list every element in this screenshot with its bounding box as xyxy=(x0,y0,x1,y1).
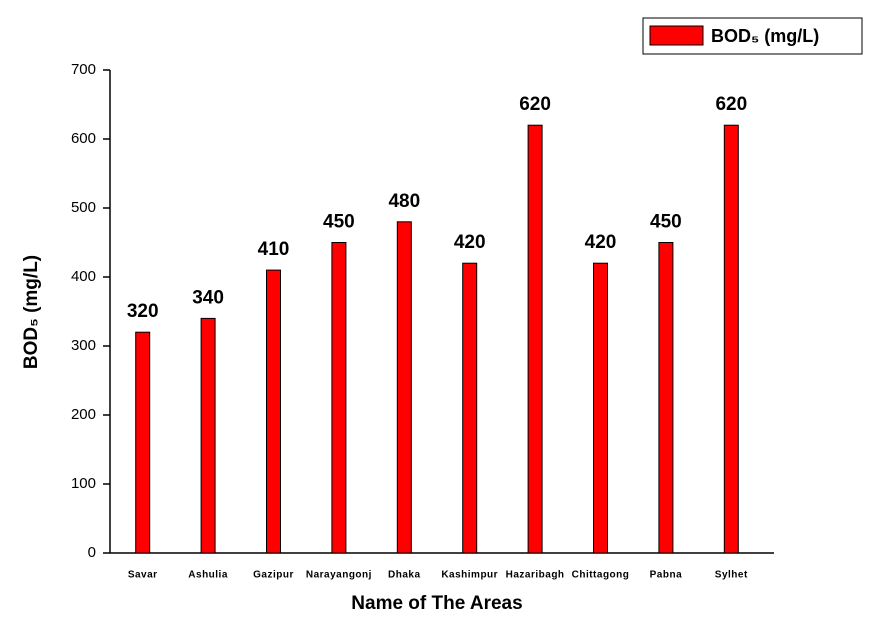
data-label: 420 xyxy=(585,232,617,253)
bar xyxy=(658,242,674,554)
x-tick-label: Sylhet xyxy=(715,570,748,581)
data-label: 480 xyxy=(388,191,420,212)
x-tick-label: Kashimpur xyxy=(441,570,498,581)
y-tick-label: 100 xyxy=(71,475,96,492)
bar xyxy=(396,221,412,554)
x-tick-label: Narayangonj xyxy=(306,570,372,581)
y-axis-title: BOD₅ (mg/L) xyxy=(21,255,42,369)
bar xyxy=(723,124,739,554)
data-label: 410 xyxy=(258,239,290,260)
legend-swatch xyxy=(649,25,704,46)
data-label: 320 xyxy=(127,301,159,322)
bar xyxy=(200,317,216,554)
bar xyxy=(593,262,608,554)
bar xyxy=(331,242,347,554)
y-tick-label: 0 xyxy=(88,544,96,561)
bar xyxy=(527,124,543,554)
x-axis-title: Name of The Areas xyxy=(351,593,522,614)
x-tick-label: Savar xyxy=(128,570,158,581)
y-tick-label: 600 xyxy=(71,130,96,147)
x-tick-label: Ashulia xyxy=(188,570,228,581)
data-label: 340 xyxy=(192,287,224,308)
data-label: 450 xyxy=(650,212,682,233)
y-tick-label: 400 xyxy=(71,268,96,285)
y-tick-label: 700 xyxy=(71,61,96,78)
x-tick-label: Hazaribagh xyxy=(506,570,565,581)
x-tick-label: Pabna xyxy=(650,570,683,581)
y-tick-label: 200 xyxy=(71,406,96,423)
data-label: 420 xyxy=(454,232,486,253)
x-tick-label: Gazipur xyxy=(253,570,294,581)
bar xyxy=(462,262,478,554)
bar xyxy=(135,331,151,554)
data-label: 620 xyxy=(715,94,747,115)
legend-label: BOD₅ (mg/L) xyxy=(711,26,819,46)
bar xyxy=(266,269,281,554)
y-tick-label: 300 xyxy=(71,337,96,354)
data-label: 620 xyxy=(519,94,551,115)
x-tick-label: Dhaka xyxy=(388,570,421,581)
x-tick-label: Chittagong xyxy=(572,570,630,581)
y-tick-label: 500 xyxy=(71,199,96,216)
data-label: 450 xyxy=(323,212,355,233)
